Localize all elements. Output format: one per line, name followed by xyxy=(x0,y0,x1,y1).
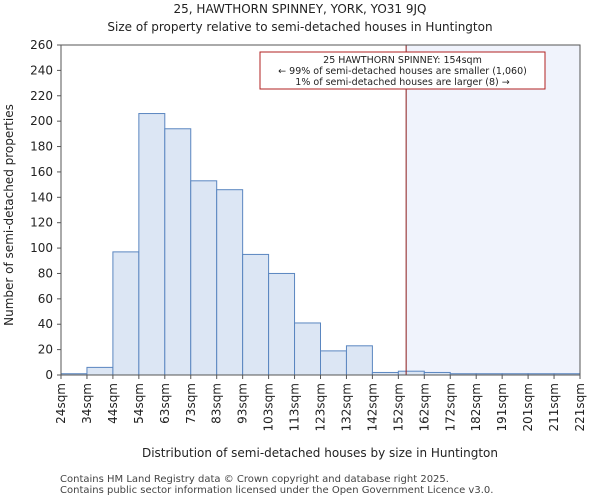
x-tick-label: 182sqm xyxy=(469,383,483,431)
x-tick-label: 113sqm xyxy=(288,383,302,431)
x-tick-label: 123sqm xyxy=(314,383,328,431)
y-tick-label: 200 xyxy=(30,114,53,128)
x-tick-label: 172sqm xyxy=(443,383,457,431)
y-tick-label: 60 xyxy=(38,292,53,306)
y-tick-label: 100 xyxy=(30,241,53,255)
y-tick-label: 120 xyxy=(30,216,53,230)
y-tick-label: 180 xyxy=(30,140,53,154)
y-tick-label: 0 xyxy=(45,368,53,382)
x-tick-label: 93sqm xyxy=(236,383,250,424)
footer-line-1: Contains HM Land Registry data © Crown c… xyxy=(60,474,449,485)
bar-93sqm xyxy=(242,253,270,376)
x-tick-label: 152sqm xyxy=(391,383,405,431)
x-tick-label: 54sqm xyxy=(132,383,146,424)
annotation-line-2: ← 99% of semi-detached houses are smalle… xyxy=(278,66,527,77)
chart-title: 25, HAWTHORN SPINNEY, YORK, YO31 9JQ xyxy=(173,2,427,16)
annotation-box: 25 HAWTHORN SPINNEY: 154sqm← 99% of semi… xyxy=(259,51,546,90)
bar-44sqm xyxy=(112,251,140,376)
x-tick-label: 221sqm xyxy=(573,383,587,431)
x-tick-label: 211sqm xyxy=(547,383,561,431)
bar-132sqm xyxy=(345,345,373,376)
bar-73sqm xyxy=(190,180,218,376)
x-tick-label: 162sqm xyxy=(417,383,431,431)
annotation-line-3: 1% of semi-detached houses are larger (8… xyxy=(295,77,509,88)
bar-103sqm xyxy=(268,272,296,376)
bar-123sqm xyxy=(320,350,347,376)
x-tick-label: 191sqm xyxy=(495,383,509,431)
larger-region-highlight xyxy=(406,45,580,375)
bar-83sqm xyxy=(216,189,244,376)
y-tick-label: 160 xyxy=(30,165,53,179)
chart-subtitle: Size of property relative to semi-detach… xyxy=(107,20,493,34)
y-tick-label: 40 xyxy=(38,317,53,331)
x-tick-label: 63sqm xyxy=(158,383,172,424)
bar-63sqm xyxy=(164,128,192,376)
x-tick-label: 132sqm xyxy=(339,383,353,431)
y-tick-label: 140 xyxy=(30,190,53,204)
y-tick-label: 240 xyxy=(30,63,53,77)
bar-34sqm xyxy=(86,366,114,376)
x-tick-label: 83sqm xyxy=(210,383,224,424)
x-tick-label: 103sqm xyxy=(262,383,276,431)
y-tick-label: 260 xyxy=(30,38,53,52)
y-tick-label: 220 xyxy=(30,89,53,103)
bar-152sqm xyxy=(397,370,425,376)
y-axis-label: Number of semi-detached properties xyxy=(2,104,16,326)
x-axis-label: Distribution of semi-detached houses by … xyxy=(142,446,498,460)
x-tick-label: 44sqm xyxy=(106,383,120,424)
x-tick-label: 24sqm xyxy=(54,383,68,424)
footer-line-2: Contains public sector information licen… xyxy=(60,485,494,496)
annotation-line-1: 25 HAWTHORN SPINNEY: 154sqm xyxy=(323,55,482,66)
x-tick-label: 201sqm xyxy=(521,383,535,431)
bar-54sqm xyxy=(138,113,166,376)
x-tick-label: 73sqm xyxy=(184,383,198,424)
y-tick-label: 20 xyxy=(38,343,53,357)
x-tick-label: 34sqm xyxy=(80,383,94,424)
x-tick-label: 142sqm xyxy=(365,383,379,431)
y-tick-label: 80 xyxy=(38,266,53,280)
plot-frame xyxy=(60,44,581,376)
bar-113sqm xyxy=(294,322,321,376)
annotation-frame xyxy=(259,51,546,90)
